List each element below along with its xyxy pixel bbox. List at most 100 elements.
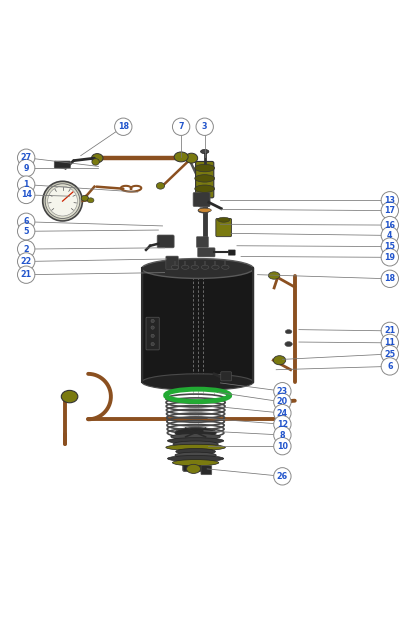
Circle shape	[274, 427, 291, 444]
Ellipse shape	[174, 152, 188, 162]
Ellipse shape	[175, 452, 216, 458]
Circle shape	[274, 468, 291, 485]
Circle shape	[381, 334, 399, 351]
Text: 21: 21	[384, 326, 395, 336]
Circle shape	[151, 334, 154, 337]
Ellipse shape	[166, 444, 225, 451]
Ellipse shape	[285, 342, 292, 346]
Text: 21: 21	[21, 270, 32, 279]
Text: 12: 12	[277, 420, 288, 428]
Ellipse shape	[156, 183, 165, 189]
Ellipse shape	[168, 456, 224, 461]
Circle shape	[17, 266, 35, 283]
Ellipse shape	[268, 272, 280, 279]
Text: 5: 5	[23, 227, 29, 236]
Circle shape	[115, 118, 132, 135]
Ellipse shape	[201, 265, 209, 269]
FancyBboxPatch shape	[157, 235, 174, 248]
Circle shape	[17, 222, 35, 240]
Ellipse shape	[175, 428, 216, 437]
Ellipse shape	[185, 153, 198, 163]
Circle shape	[381, 202, 399, 219]
Circle shape	[17, 159, 35, 177]
FancyBboxPatch shape	[183, 453, 209, 471]
Ellipse shape	[61, 391, 78, 403]
Ellipse shape	[171, 434, 220, 440]
Ellipse shape	[87, 198, 94, 203]
Ellipse shape	[168, 438, 224, 444]
Text: 7: 7	[178, 122, 184, 131]
Text: 8: 8	[280, 430, 285, 439]
Text: 18: 18	[118, 122, 129, 131]
Text: 6: 6	[23, 217, 29, 226]
Ellipse shape	[81, 195, 89, 201]
Ellipse shape	[195, 164, 215, 172]
Text: 4: 4	[387, 231, 393, 240]
Text: 3: 3	[202, 122, 208, 131]
Circle shape	[274, 382, 291, 400]
Ellipse shape	[173, 459, 219, 466]
Circle shape	[274, 416, 291, 433]
Text: 20: 20	[277, 398, 288, 406]
Text: 11: 11	[384, 338, 395, 348]
Ellipse shape	[92, 159, 99, 165]
Circle shape	[17, 240, 35, 258]
Circle shape	[48, 186, 77, 216]
Text: 10: 10	[277, 442, 288, 451]
Circle shape	[381, 358, 399, 375]
Ellipse shape	[142, 258, 253, 279]
Ellipse shape	[198, 208, 210, 213]
Circle shape	[381, 248, 399, 266]
Ellipse shape	[218, 217, 230, 222]
Ellipse shape	[201, 150, 209, 154]
Ellipse shape	[167, 262, 177, 265]
Circle shape	[151, 343, 154, 346]
Circle shape	[17, 176, 35, 193]
Circle shape	[151, 326, 154, 329]
Circle shape	[17, 253, 35, 270]
Ellipse shape	[195, 174, 215, 182]
Circle shape	[274, 437, 291, 455]
Circle shape	[43, 181, 82, 221]
Circle shape	[381, 216, 399, 234]
Ellipse shape	[198, 203, 210, 208]
Text: 26: 26	[277, 472, 288, 481]
Circle shape	[196, 118, 213, 135]
Text: 13: 13	[384, 196, 395, 205]
Circle shape	[45, 184, 80, 219]
Ellipse shape	[176, 449, 215, 454]
Circle shape	[381, 238, 399, 255]
Circle shape	[274, 393, 291, 411]
Ellipse shape	[191, 265, 198, 269]
FancyBboxPatch shape	[201, 466, 212, 475]
Text: 27: 27	[21, 153, 32, 162]
Text: 16: 16	[384, 221, 395, 229]
Text: 15: 15	[384, 242, 395, 251]
Ellipse shape	[195, 185, 215, 193]
FancyBboxPatch shape	[166, 256, 178, 269]
Ellipse shape	[212, 265, 219, 269]
Text: 18: 18	[384, 274, 395, 283]
Circle shape	[381, 322, 399, 339]
FancyBboxPatch shape	[196, 161, 214, 198]
Circle shape	[17, 186, 35, 204]
Text: 24: 24	[277, 409, 288, 418]
Text: 6: 6	[387, 362, 393, 371]
Text: 25: 25	[384, 349, 395, 358]
Ellipse shape	[198, 193, 210, 198]
Ellipse shape	[222, 265, 229, 269]
Circle shape	[274, 404, 291, 422]
Ellipse shape	[285, 330, 292, 334]
Ellipse shape	[173, 441, 218, 447]
Text: 2: 2	[23, 245, 29, 253]
FancyBboxPatch shape	[54, 161, 70, 168]
Circle shape	[17, 149, 35, 166]
Ellipse shape	[168, 265, 176, 269]
FancyBboxPatch shape	[142, 269, 253, 382]
FancyBboxPatch shape	[198, 248, 215, 257]
Circle shape	[381, 345, 399, 363]
Text: 9: 9	[23, 164, 29, 173]
Text: 23: 23	[277, 387, 288, 396]
Text: 17: 17	[384, 206, 395, 215]
Ellipse shape	[186, 465, 201, 473]
